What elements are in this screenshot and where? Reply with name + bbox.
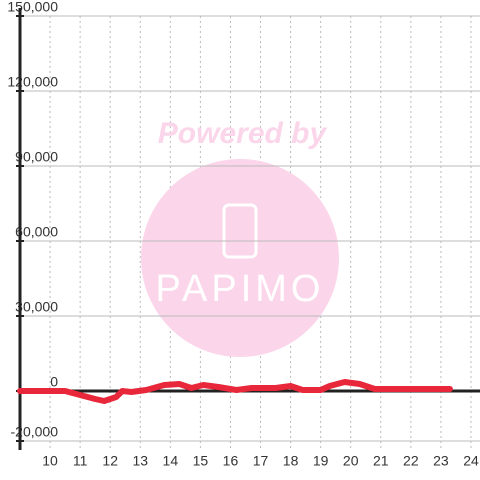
- y-tick-label: 0: [50, 374, 58, 390]
- y-tick-label: -20,000: [11, 424, 59, 440]
- x-tick-label: 22: [403, 453, 419, 469]
- data-line: [17, 379, 453, 404]
- watermark-brand: PAPIMO: [156, 268, 325, 310]
- y-tick-label: 120,000: [7, 74, 58, 90]
- x-tick-label: 13: [132, 453, 148, 469]
- watermark-icon: [222, 203, 258, 259]
- y-tick-label: 30,000: [15, 299, 58, 315]
- x-tick-label: 21: [373, 453, 389, 469]
- watermark-title: Powered by: [158, 117, 328, 150]
- x-tick-label: 20: [343, 453, 359, 469]
- y-tick-label: 150,000: [7, 0, 58, 15]
- y-tick-label: 90,000: [15, 149, 58, 165]
- x-tick-label: 14: [163, 453, 179, 469]
- x-tick-label: 15: [193, 453, 209, 469]
- x-tick-label: 10: [42, 453, 58, 469]
- x-tick-label: 12: [102, 453, 118, 469]
- x-tick-label: 18: [283, 453, 299, 469]
- x-tick-label: 23: [433, 453, 449, 469]
- x-tick-label: 19: [313, 453, 329, 469]
- x-tick-label: 16: [223, 453, 239, 469]
- y-tick-label: 60,000: [15, 224, 58, 240]
- x-tick-label: 24: [463, 453, 479, 469]
- x-tick-label: 11: [73, 453, 88, 469]
- x-tick-label: 17: [253, 453, 269, 469]
